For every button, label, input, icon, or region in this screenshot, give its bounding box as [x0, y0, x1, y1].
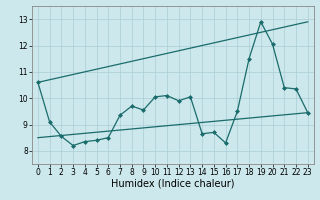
X-axis label: Humidex (Indice chaleur): Humidex (Indice chaleur) [111, 179, 235, 189]
